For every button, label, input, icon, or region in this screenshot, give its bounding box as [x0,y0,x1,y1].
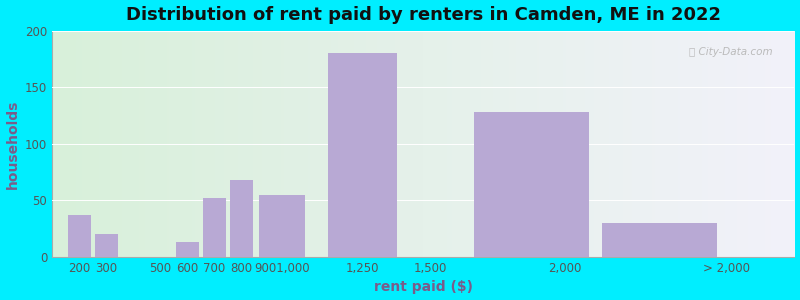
Bar [474,112,589,257]
Bar [68,215,90,257]
Y-axis label: households: households [6,99,19,188]
Bar [176,242,198,257]
Bar [328,53,397,257]
Bar [258,195,305,257]
Bar [94,234,118,257]
Text: Ⓢ City-Data.com: Ⓢ City-Data.com [689,46,772,56]
Title: Distribution of rent paid by renters in Camden, ME in 2022: Distribution of rent paid by renters in … [126,6,721,24]
Bar [230,180,253,257]
Bar [202,198,226,257]
Bar [602,223,717,257]
X-axis label: rent paid ($): rent paid ($) [374,280,473,294]
